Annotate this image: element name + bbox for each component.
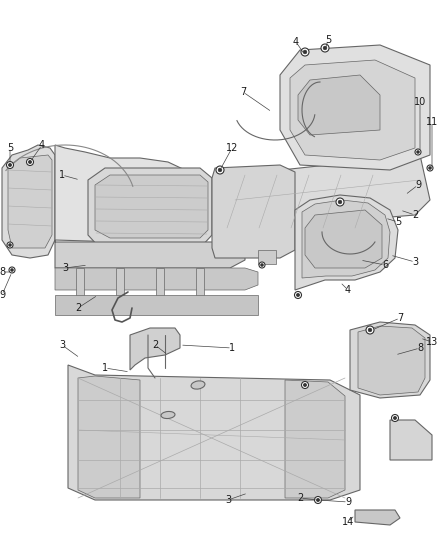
Polygon shape [235,155,430,230]
Text: 5: 5 [395,217,401,227]
Text: 13: 13 [426,337,438,347]
Circle shape [216,166,224,174]
Circle shape [323,46,327,50]
Circle shape [27,158,33,166]
Text: 2: 2 [75,303,81,313]
Circle shape [297,294,300,296]
Text: 2: 2 [152,340,158,350]
Bar [258,250,276,264]
Circle shape [417,151,419,154]
Circle shape [368,328,372,332]
Polygon shape [280,45,430,170]
Text: 8: 8 [0,267,5,277]
Circle shape [427,165,433,171]
Circle shape [11,269,13,271]
Circle shape [429,167,431,169]
Circle shape [294,292,301,298]
Circle shape [9,244,11,246]
Circle shape [303,50,307,54]
Circle shape [8,164,11,167]
Polygon shape [305,210,382,268]
Circle shape [366,326,374,334]
Text: 7: 7 [240,87,246,97]
Polygon shape [88,168,212,248]
Polygon shape [390,420,432,460]
Text: 11: 11 [426,117,438,127]
Ellipse shape [161,411,175,418]
Circle shape [301,48,309,56]
Polygon shape [196,268,204,310]
Circle shape [7,242,13,248]
Polygon shape [156,268,164,310]
Text: 7: 7 [397,313,403,323]
Text: 12: 12 [226,143,238,153]
Text: 4: 4 [293,37,299,47]
Text: 1: 1 [59,170,65,180]
Text: 3: 3 [62,263,68,273]
Circle shape [338,200,342,204]
Text: 9: 9 [415,180,421,190]
Text: 4: 4 [345,285,351,295]
Text: 5: 5 [7,143,13,153]
Circle shape [301,382,308,389]
Circle shape [28,160,32,164]
Polygon shape [55,268,258,290]
Polygon shape [355,510,400,525]
Polygon shape [68,365,360,500]
Text: 14: 14 [342,517,354,527]
Text: 9: 9 [0,290,5,300]
Text: 3: 3 [412,257,418,267]
Circle shape [9,267,15,273]
Polygon shape [55,145,195,242]
Polygon shape [295,195,398,290]
Circle shape [321,44,329,52]
Circle shape [392,415,399,422]
Ellipse shape [191,381,205,389]
Polygon shape [55,295,258,315]
Text: 5: 5 [325,35,331,45]
Polygon shape [116,268,124,310]
Text: 6: 6 [382,260,388,270]
Circle shape [316,498,320,502]
Polygon shape [95,175,208,238]
Polygon shape [55,240,245,268]
Polygon shape [290,60,415,160]
Polygon shape [78,376,140,498]
Text: 1: 1 [102,363,108,373]
Polygon shape [350,322,430,398]
Text: 10: 10 [414,97,426,107]
Text: 9: 9 [345,497,351,507]
Text: 3: 3 [225,495,231,505]
Circle shape [304,383,307,386]
Polygon shape [8,155,52,248]
Polygon shape [285,380,345,498]
Text: 4: 4 [39,140,45,150]
Text: 3: 3 [59,340,65,350]
Circle shape [314,497,321,504]
Circle shape [336,198,344,206]
Circle shape [261,264,263,266]
Circle shape [7,161,14,168]
Polygon shape [298,75,380,135]
Circle shape [393,416,396,419]
Polygon shape [76,268,84,310]
Polygon shape [2,145,55,258]
Polygon shape [212,165,295,258]
Circle shape [259,262,265,268]
Text: 2: 2 [412,210,418,220]
Polygon shape [130,328,180,370]
Text: 1: 1 [229,343,235,353]
Polygon shape [302,200,390,278]
Polygon shape [358,326,425,395]
Text: 2: 2 [297,493,303,503]
Text: 8: 8 [417,343,423,353]
Circle shape [415,149,421,155]
Circle shape [218,168,222,172]
